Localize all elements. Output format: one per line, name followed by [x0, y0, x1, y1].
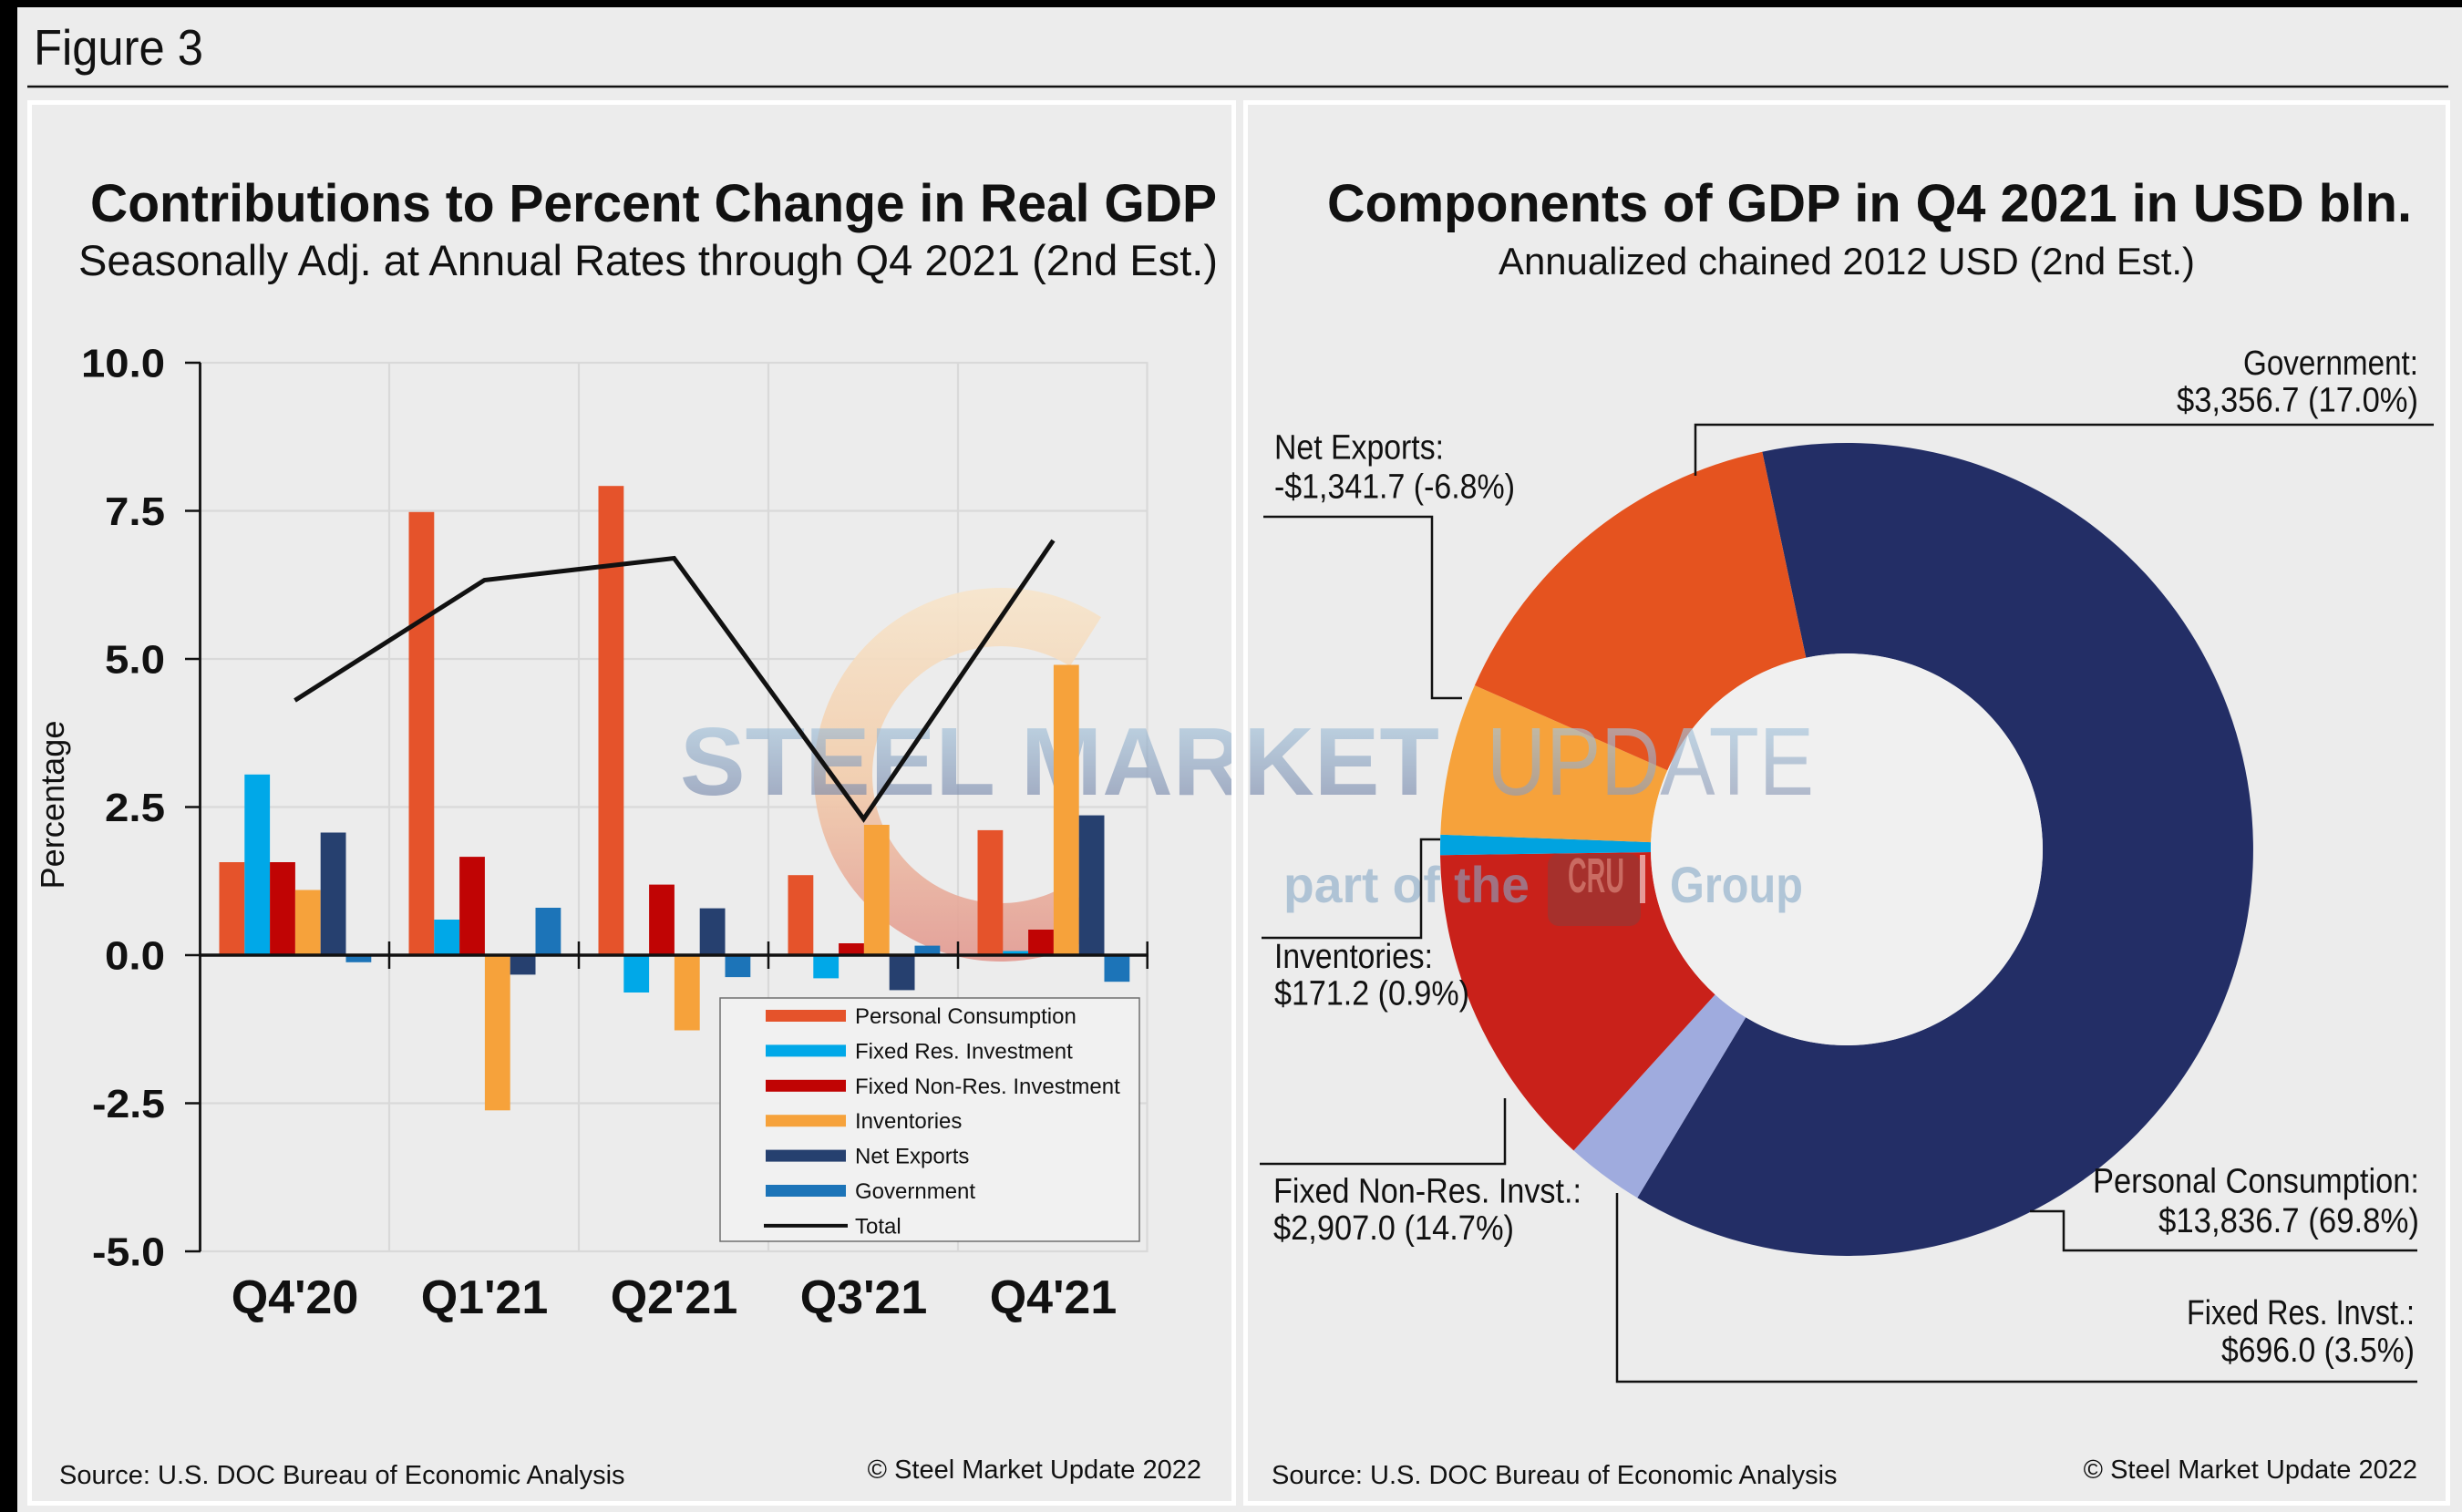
svg-text:part of the: part of the: [1283, 856, 1530, 913]
svg-text:CRU: CRU: [1568, 849, 1624, 903]
svg-text:2.5: 2.5: [105, 786, 165, 830]
svg-text:Personal Consumption:: Personal Consumption:: [2093, 1163, 2419, 1201]
svg-text:UPDATE: UPDATE: [1487, 708, 1814, 816]
svg-text:Components of GDP in Q4 2021 i: Components of GDP in Q4 2021 in USD bln.: [1327, 174, 2412, 233]
svg-text:Fixed Res. Investment: Fixed Res. Investment: [855, 1039, 1073, 1064]
svg-text:Q1'21: Q1'21: [421, 1271, 549, 1324]
svg-text:Inventories:: Inventories:: [1274, 938, 1433, 976]
svg-text:Percentage: Percentage: [34, 721, 71, 890]
svg-text:-2.5: -2.5: [92, 1082, 165, 1126]
svg-text:Q4'21: Q4'21: [990, 1271, 1118, 1324]
svg-text:$3,356.7 (17.0%): $3,356.7 (17.0%): [2177, 382, 2418, 420]
svg-text:Source: U.S. DOC Bureau of Eco: Source: U.S. DOC Bureau of Economic Anal…: [1272, 1461, 1838, 1490]
svg-text:Contributions to Percent Chang: Contributions to Percent Change in Real …: [90, 174, 1217, 233]
svg-text:© Steel Market Update 2022: © Steel Market Update 2022: [868, 1455, 1201, 1485]
svg-text:$2,907.0 (14.7%): $2,907.0 (14.7%): [1273, 1209, 1514, 1248]
svg-text:© Steel Market Update 2022: © Steel Market Update 2022: [2084, 1455, 2417, 1485]
svg-text:10.0: 10.0: [81, 342, 165, 386]
svg-text:STEEL MARKET: STEEL MARKET: [680, 708, 1439, 816]
svg-text:$171.2 (0.9%): $171.2 (0.9%): [1274, 975, 1469, 1013]
svg-text:Inventories: Inventories: [855, 1109, 962, 1134]
svg-text:5.0: 5.0: [105, 638, 165, 683]
svg-text:0.0: 0.0: [105, 934, 165, 979]
svg-text:$696.0 (3.5%): $696.0 (3.5%): [2221, 1332, 2415, 1370]
svg-text:Source: U.S. DOC Bureau of Eco: Source: U.S. DOC Bureau of Economic Anal…: [59, 1461, 625, 1490]
svg-text:-$1,341.7 (-6.8%): -$1,341.7 (-6.8%): [1274, 468, 1515, 507]
svg-text:Net Exports: Net Exports: [855, 1145, 969, 1169]
svg-text:Q4'20: Q4'20: [232, 1271, 359, 1324]
svg-text:Fixed Non-Res. Investment: Fixed Non-Res. Investment: [855, 1075, 1120, 1099]
svg-text:Annualized chained 2012 USD (2: Annualized chained 2012 USD (2nd Est.): [1499, 240, 2195, 283]
svg-text:Group: Group: [1670, 856, 1803, 913]
svg-text:Government:: Government:: [2243, 345, 2418, 383]
svg-text:7.5: 7.5: [105, 489, 165, 534]
svg-text:Fixed Res. Invst.:: Fixed Res. Invst.:: [2187, 1294, 2415, 1332]
svg-text:Personal Consumption: Personal Consumption: [855, 1004, 1076, 1029]
svg-text:Q2'21: Q2'21: [611, 1271, 738, 1324]
svg-text:Fixed Non-Res. Invst.:: Fixed Non-Res. Invst.:: [1273, 1173, 1581, 1211]
svg-text:STEEL MARKET: STEEL MARKET: [680, 708, 1439, 816]
svg-text:Q3'21: Q3'21: [800, 1271, 928, 1324]
svg-text:Figure 3: Figure 3: [34, 19, 203, 76]
svg-text:Net Exports:: Net Exports:: [1274, 429, 1444, 468]
svg-text:Total: Total: [855, 1214, 901, 1239]
svg-text:-5.0: -5.0: [92, 1230, 165, 1275]
svg-text:Seasonally Adj. at Annual Rate: Seasonally Adj. at Annual Rates through …: [78, 236, 1218, 284]
svg-text:$13,836.7 (69.8%): $13,836.7 (69.8%): [2158, 1202, 2419, 1240]
svg-text:Government: Government: [855, 1179, 975, 1204]
